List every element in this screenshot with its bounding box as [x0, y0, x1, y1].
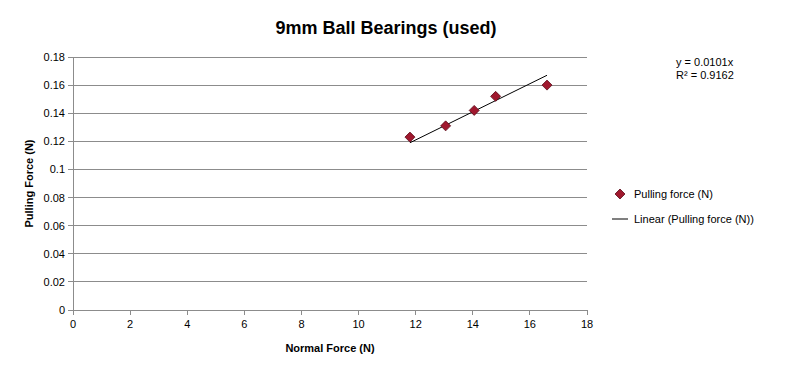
chart: 0 0.02 0.04 0.06 0.08 0.1 0.12 0.14 0.16 0.18 0 2 4 6… — [0, 0, 788, 371]
y-tick — [68, 225, 73, 226]
y-axis — [73, 57, 74, 310]
y-tick — [68, 113, 73, 114]
x-tick-label: 10 — [352, 318, 364, 330]
y-tick — [68, 253, 73, 254]
y-tick-label: 0.04 — [44, 248, 65, 260]
scatter-point — [469, 105, 479, 115]
y-tick-label: 0.14 — [44, 107, 65, 119]
x-tick-label: 18 — [581, 318, 593, 330]
y-tick — [68, 197, 73, 198]
title: 9mm Ball Bearings (used) — [275, 18, 496, 38]
y-tick-label: 0.02 — [44, 276, 65, 288]
scatter-point — [441, 121, 451, 131]
annotation: R² = 0.9162 — [676, 69, 734, 81]
legend-label: Pulling force (N) — [634, 188, 713, 200]
legend-marker — [615, 189, 625, 199]
grid-line — [73, 57, 587, 58]
y-tick — [68, 57, 73, 58]
grid-line — [73, 197, 587, 198]
x-tick-label: 0 — [70, 318, 76, 330]
y-axis-label: Pulling Force (N) — [23, 139, 35, 227]
y-tick-label: 0 — [59, 304, 65, 316]
x-tick-label: 14 — [467, 318, 479, 330]
scatter-point — [491, 91, 501, 101]
x-tick — [472, 310, 473, 315]
x-axis — [73, 310, 587, 311]
x-tick-label: 16 — [524, 318, 536, 330]
y-tick — [68, 281, 73, 282]
grid-line — [73, 85, 587, 86]
grid-line — [73, 253, 587, 254]
x-tick — [73, 310, 74, 315]
legend-label: Linear (Pulling force (N)) — [634, 213, 754, 225]
grid-line — [73, 169, 587, 170]
x-tick — [301, 310, 302, 315]
x-tick — [529, 310, 530, 315]
x-tick-label: 2 — [127, 318, 133, 330]
x-tick — [587, 310, 588, 315]
annotation: y = 0.0101x — [676, 56, 734, 68]
trend-line — [410, 75, 547, 142]
scatter-point — [405, 132, 415, 142]
background — [0, 0, 788, 371]
y-tick-label: 0.06 — [44, 220, 65, 232]
x-tick-label: 6 — [241, 318, 247, 330]
grid-line — [73, 225, 587, 226]
scatter-point — [542, 80, 552, 90]
x-tick — [358, 310, 359, 315]
grid-line — [73, 113, 587, 114]
legend-line — [612, 219, 628, 220]
x-tick-label: 12 — [410, 318, 422, 330]
x-tick — [244, 310, 245, 315]
grid-line — [73, 281, 587, 282]
y-tick — [68, 85, 73, 86]
y-tick — [68, 310, 73, 311]
x-tick-label: 8 — [298, 318, 304, 330]
x-tick — [415, 310, 416, 315]
x-tick-label: 4 — [184, 318, 190, 330]
y-tick — [68, 169, 73, 170]
plot-marks — [405, 75, 552, 142]
y-tick-label: 0.08 — [44, 192, 65, 204]
grid-line — [73, 141, 587, 142]
y-tick — [68, 141, 73, 142]
y-tick-label: 0.16 — [44, 79, 65, 91]
y-tick-label: 0.12 — [44, 135, 65, 147]
x-tick — [130, 310, 131, 315]
grid-line — [73, 310, 587, 311]
y-tick-label: 0.1 — [50, 163, 65, 175]
y-tick-label: 0.18 — [44, 51, 65, 63]
x-tick — [187, 310, 188, 315]
x-axis-label: Normal Force (N) — [285, 342, 375, 354]
